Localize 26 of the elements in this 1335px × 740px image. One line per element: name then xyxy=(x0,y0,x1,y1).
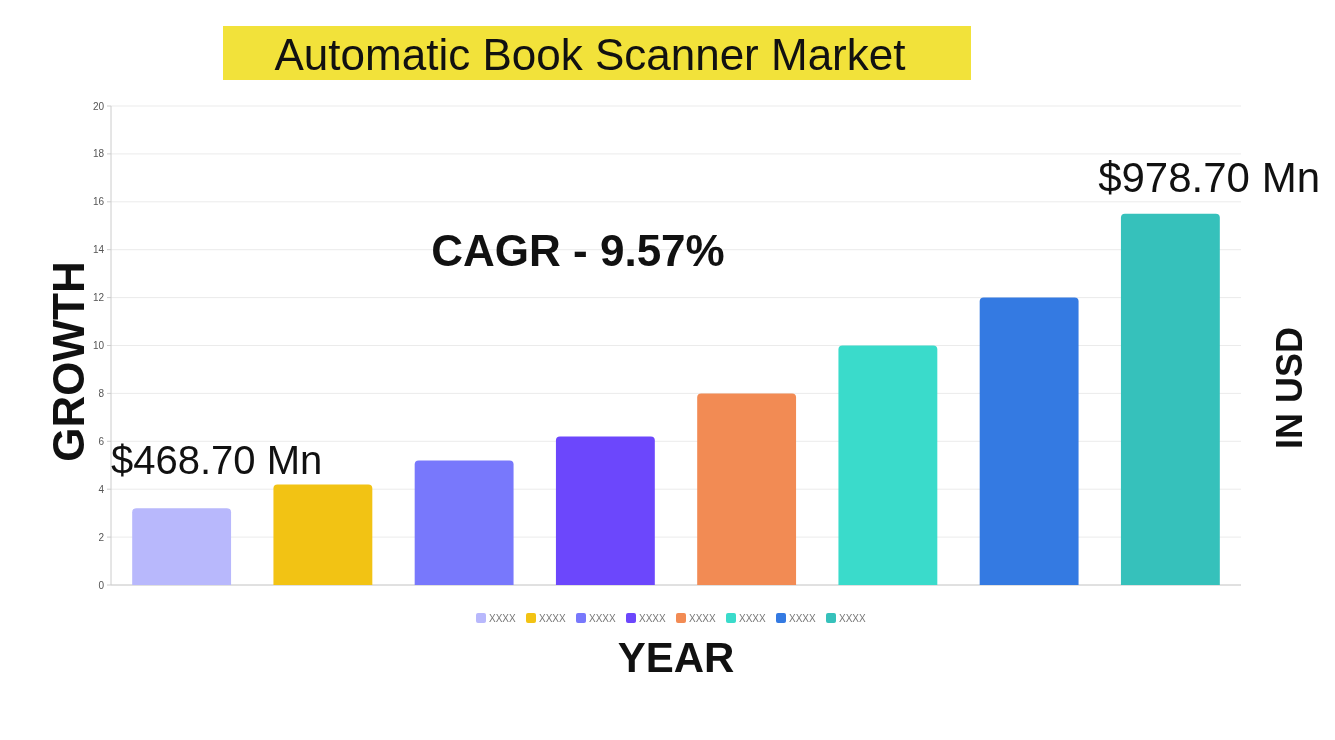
y-tick-label: 14 xyxy=(92,244,105,256)
annotation: $978.70 Mn xyxy=(1098,154,1320,201)
y-tick-label: 0 xyxy=(98,579,105,591)
y-tick-label: 18 xyxy=(92,148,105,160)
legend-label: XXXX xyxy=(739,612,767,624)
legend-label: XXXX xyxy=(839,612,867,624)
y-tick-label: 16 xyxy=(92,196,105,208)
annotation: CAGR - 9.57% xyxy=(431,226,725,275)
y-tick-label: 8 xyxy=(98,387,105,399)
annotation: $468.70 Mn xyxy=(111,438,323,482)
legend-label: XXXX xyxy=(539,612,567,624)
y-tick-label: 2 xyxy=(98,531,105,543)
legend-label: XXXX xyxy=(589,612,617,624)
y-tick-label: 12 xyxy=(92,292,105,304)
y-axis-title: GROWTH xyxy=(44,261,93,462)
y-tick-label: 10 xyxy=(92,340,105,351)
legend-label: XXXX xyxy=(639,612,667,624)
legend-label: XXXX xyxy=(689,612,717,624)
y-tick-label: 20 xyxy=(92,100,105,112)
chart-title: Automatic Book Scanner Market xyxy=(274,30,906,79)
legend-label: XXXX xyxy=(489,612,517,624)
x-axis-title: YEAR xyxy=(617,634,735,681)
y-tick-label: 4 xyxy=(98,483,105,495)
y2-axis-title: IN USD xyxy=(1269,326,1310,450)
y-tick-label: 6 xyxy=(98,435,105,447)
legend-label: XXXX xyxy=(789,612,817,624)
